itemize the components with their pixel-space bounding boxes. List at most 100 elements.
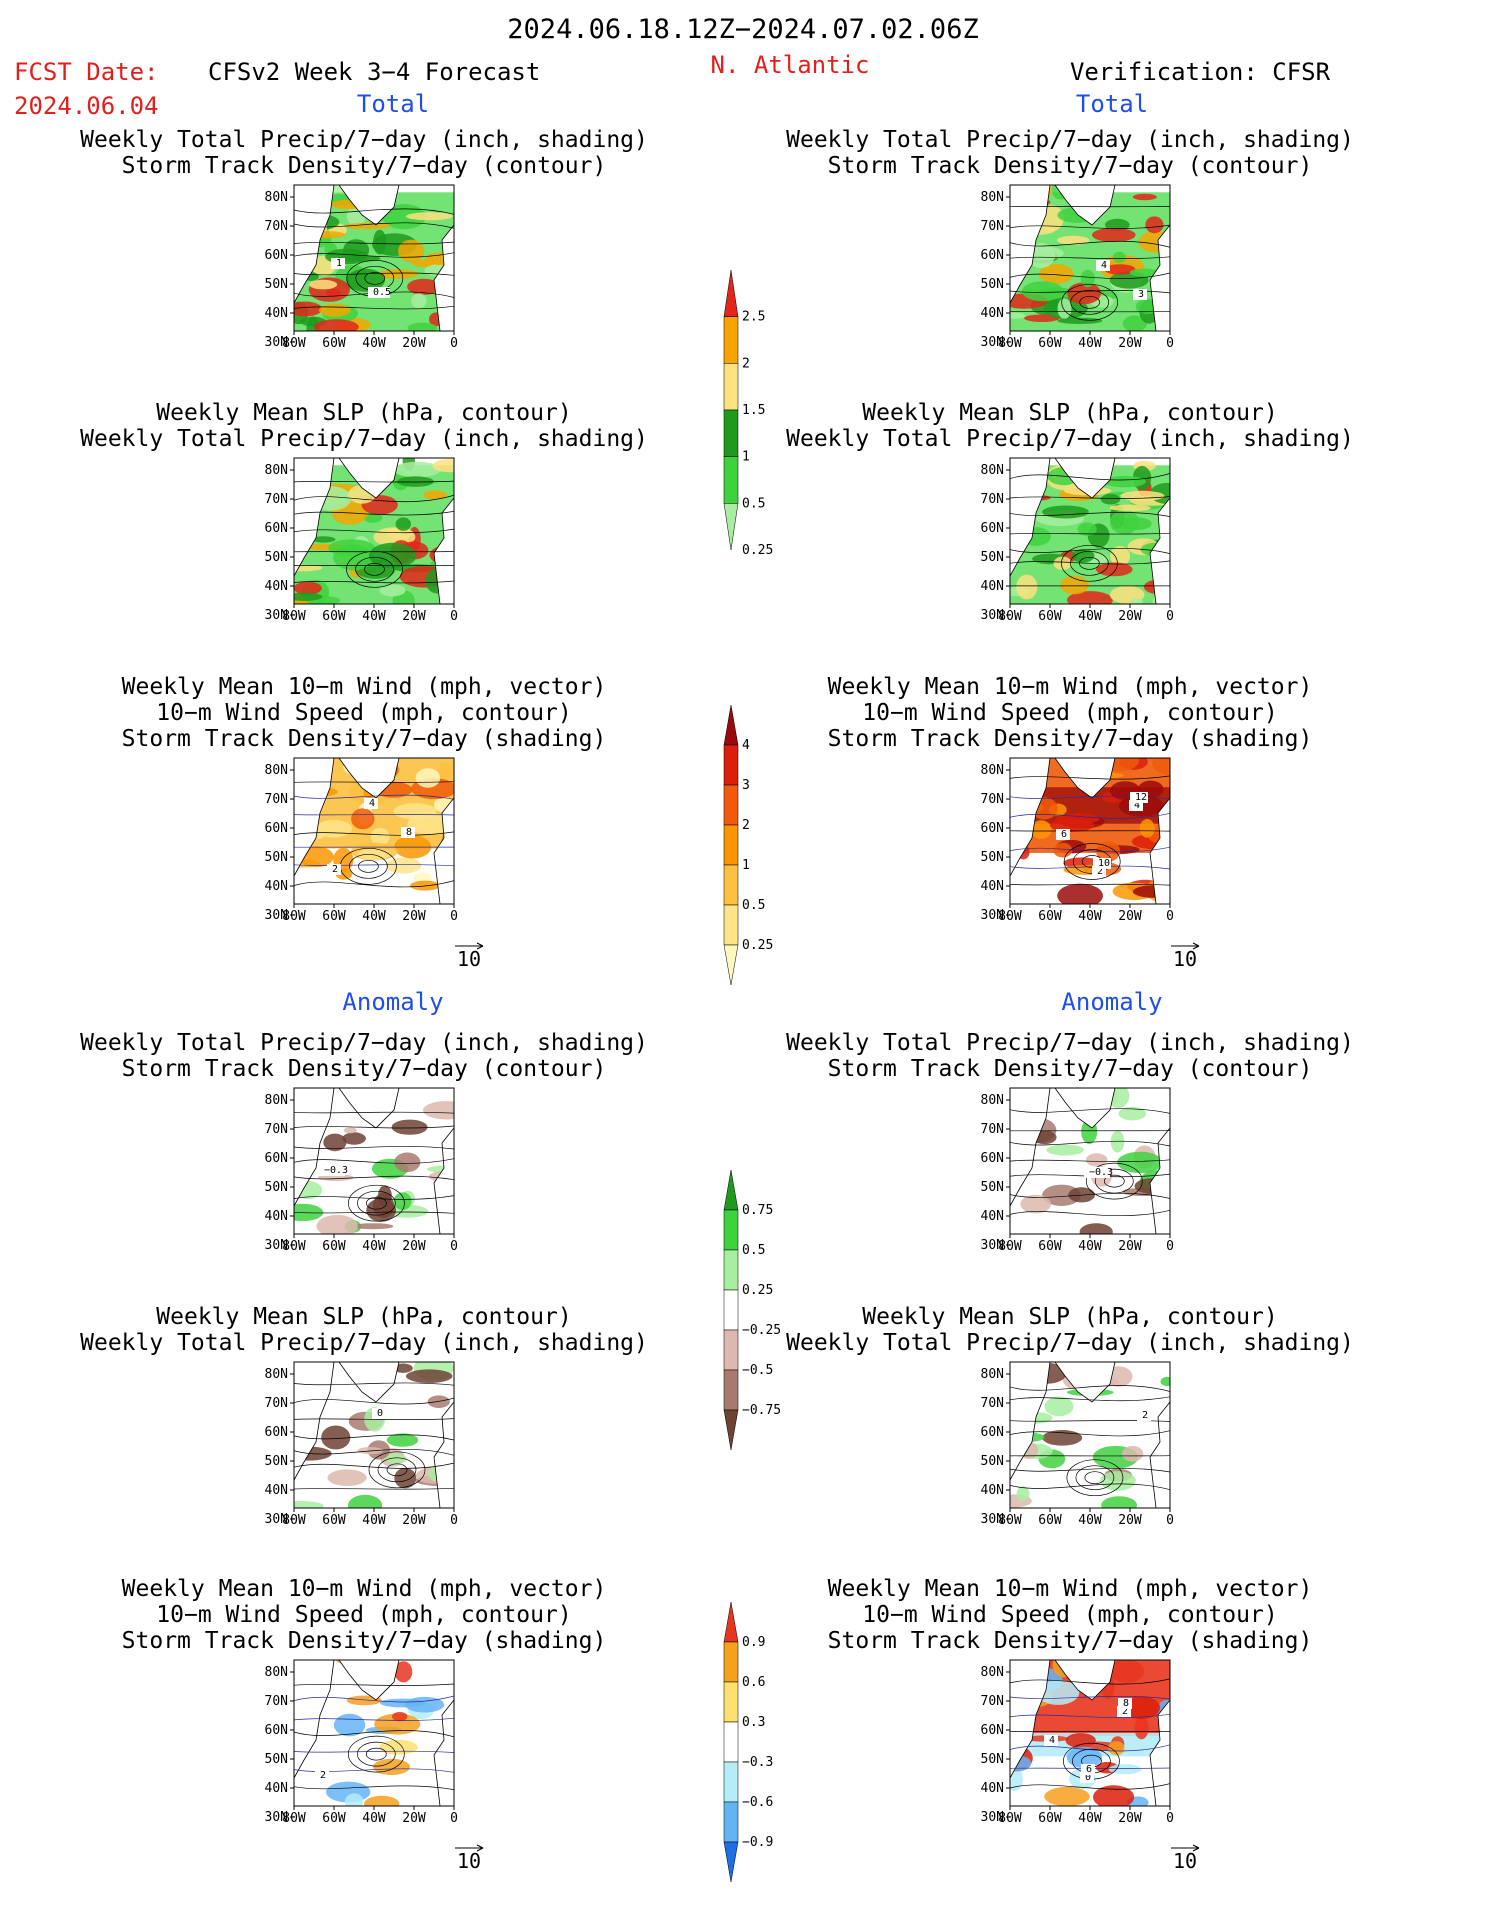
lon-tick-label: 60W xyxy=(322,1811,346,1826)
colorbar-swatch xyxy=(723,1169,739,1211)
lat-tick-label: 40N xyxy=(265,1483,288,1498)
map-panel-vf-anom-slp: Weekly Mean SLP (hPa, contour)Weekly Tot… xyxy=(786,1304,1354,1528)
lon-tick-label: 0 xyxy=(450,1239,458,1254)
panel-title-line: Weekly Mean SLP (hPa, contour) xyxy=(156,1304,571,1330)
lon-tick-label: 60W xyxy=(1038,1513,1062,1528)
verification-title: Verification: CFSR xyxy=(1070,58,1331,86)
colorbar-tick-label: 1.5 xyxy=(742,403,765,418)
colorbar-swatch xyxy=(723,1761,739,1803)
colorbar-swatch xyxy=(723,864,739,906)
panel-title-line: Weekly Total Precip/7−day (inch, shading… xyxy=(786,1330,1354,1356)
colorbar-swatch xyxy=(723,1289,739,1331)
contour-label: −0.3 xyxy=(1089,1167,1113,1178)
lat-tick-label: 50N xyxy=(981,1180,1004,1195)
lat-tick-label: 70N xyxy=(981,1122,1004,1137)
colorbar-swatch xyxy=(723,1841,739,1883)
lat-tick-label: 40N xyxy=(981,1483,1004,1498)
lon-tick-label: 20W xyxy=(402,609,426,624)
vector-reference-label: 10 xyxy=(457,1849,481,1873)
lon-tick-label: 40W xyxy=(1078,909,1102,924)
lon-tick-label: 80W xyxy=(282,1239,306,1254)
panel-title-line: Storm Track Density/7−day (contour) xyxy=(122,1056,607,1082)
lat-tick-label: 60N xyxy=(981,1723,1004,1738)
lon-tick-label: 20W xyxy=(402,1811,426,1826)
lon-tick-label: 0 xyxy=(450,609,458,624)
colorbar-tick-label: −0.25 xyxy=(742,1323,781,1338)
lon-tick-label: 80W xyxy=(998,1239,1022,1254)
contour-label: 0 xyxy=(377,1408,383,1419)
colorbar-tick-label: 0.9 xyxy=(742,1635,765,1650)
colorbar-swatch xyxy=(723,1721,739,1763)
colorbar-tick-label: −0.5 xyxy=(742,1363,773,1378)
colorbar-precip-total: 2.5 2 1.5 1 0.5 0.25 xyxy=(723,269,773,558)
lat-tick-label: 80N xyxy=(981,190,1004,205)
contour-label: 10 xyxy=(1098,858,1110,869)
map-panel-vf-total-wind: Weekly Mean 10−m Wind (mph, vector)10−m … xyxy=(828,674,1313,971)
vector-reference-label: 10 xyxy=(1173,1849,1197,1873)
lat-tick-label: 30N xyxy=(265,1810,288,1825)
lat-tick-label: 40N xyxy=(265,1209,288,1224)
panel-title-line: Weekly Total Precip/7−day (inch, shading… xyxy=(80,1030,648,1056)
colorbar-tick-label: 2 xyxy=(742,356,750,371)
lat-tick-label: 80N xyxy=(981,463,1004,478)
lon-tick-label: 60W xyxy=(322,1239,346,1254)
lat-tick-label: 70N xyxy=(265,219,288,234)
colorbar-swatch xyxy=(723,363,739,411)
lon-tick-label: 60W xyxy=(1038,609,1062,624)
lat-tick-label: 40N xyxy=(265,579,288,594)
lon-tick-label: 0 xyxy=(450,1811,458,1826)
map-panels: Weekly Total Precip/7−day (inch, shading… xyxy=(80,127,1354,1873)
lat-tick-label: 50N xyxy=(981,1454,1004,1469)
colorbar-tick-label: 2 xyxy=(742,818,750,833)
panel-title-line: Storm Track Density/7−day (shading) xyxy=(122,1628,607,1654)
lon-tick-label: 80W xyxy=(998,609,1022,624)
contour-label: 12 xyxy=(1135,792,1147,803)
colorbar-swatch xyxy=(723,824,739,866)
panel-title-line: Weekly Mean 10−m Wind (mph, vector) xyxy=(828,674,1313,700)
lat-tick-label: 30N xyxy=(981,1810,1004,1825)
lat-tick-label: 60N xyxy=(981,521,1004,536)
colorbar-tick-label: 0.75 xyxy=(742,1203,773,1218)
lat-tick-label: 80N xyxy=(265,190,288,205)
map-panel-fc-total-slp: Weekly Mean SLP (hPa, contour)Weekly Tot… xyxy=(80,400,648,624)
lon-tick-label: 40W xyxy=(362,909,386,924)
lon-tick-label: 80W xyxy=(998,336,1022,351)
colorbar-swatch xyxy=(723,269,739,317)
lon-tick-label: 40W xyxy=(1078,609,1102,624)
lat-tick-label: 60N xyxy=(981,248,1004,263)
contour-label: 3 xyxy=(1138,289,1144,300)
colorbar-swatch xyxy=(723,456,739,504)
contour-label: 4 xyxy=(369,798,375,809)
contour-label: 2 xyxy=(320,1770,326,1781)
lat-tick-label: 30N xyxy=(981,335,1004,350)
lon-tick-label: 80W xyxy=(282,909,306,924)
lon-tick-label: 20W xyxy=(402,1513,426,1528)
lon-tick-label: 0 xyxy=(1166,609,1174,624)
colorbar-tick-label: 3 xyxy=(742,778,750,793)
colorbar-swatch xyxy=(723,1801,739,1843)
colorbar-tick-label: 1 xyxy=(742,858,750,873)
colorbars: 2.5 2 1.5 1 0.5 0.25 4 3 2 1 0.5 0.25 0.75 0.5 0.25 −0.… xyxy=(723,269,781,1883)
lon-tick-label: 80W xyxy=(998,909,1022,924)
model-title: CFSv2 Week 3−4 Forecast xyxy=(208,58,540,86)
lat-tick-label: 70N xyxy=(981,792,1004,807)
section-anomaly-right: Anomaly xyxy=(1061,988,1162,1016)
lat-tick-label: 70N xyxy=(981,492,1004,507)
contour-label: 2 xyxy=(1122,1706,1128,1717)
lon-tick-label: 60W xyxy=(1038,1239,1062,1254)
lat-tick-label: 50N xyxy=(265,1454,288,1469)
lon-tick-label: 60W xyxy=(322,1513,346,1528)
panel-title-line: 10−m Wind Speed (mph, contour) xyxy=(862,700,1277,726)
section-anomaly-left: Anomaly xyxy=(342,988,443,1016)
lat-tick-label: 60N xyxy=(265,1425,288,1440)
lat-tick-label: 30N xyxy=(981,1238,1004,1253)
lat-tick-label: 60N xyxy=(265,1723,288,1738)
lat-tick-label: 60N xyxy=(981,1151,1004,1166)
lat-tick-label: 80N xyxy=(981,763,1004,778)
panel-title-line: 10−m Wind Speed (mph, contour) xyxy=(156,1602,571,1628)
lat-tick-label: 60N xyxy=(981,821,1004,836)
colorbar-tick-label: 0.25 xyxy=(742,1283,773,1298)
lat-tick-label: 50N xyxy=(265,1752,288,1767)
colorbar-swatch xyxy=(723,1409,739,1451)
